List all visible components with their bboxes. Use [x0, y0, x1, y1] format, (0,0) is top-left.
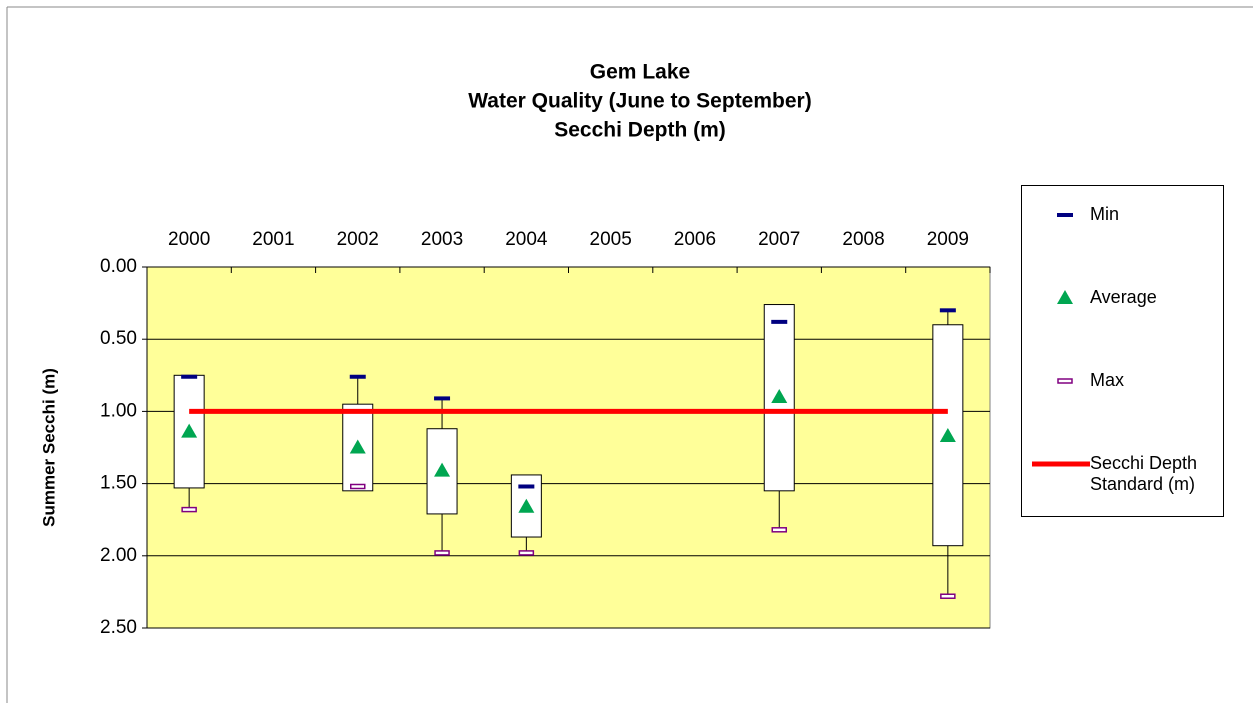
- legend-label: Average: [1090, 287, 1157, 307]
- average-marker: [939, 427, 956, 442]
- legend: Min Average Max Secchi Depth Standard (m): [1021, 185, 1224, 517]
- x-tick-label: 2008: [842, 229, 884, 250]
- max-marker: [181, 506, 197, 513]
- max-marker: [518, 550, 535, 556]
- x-tick-label: 2000: [168, 229, 210, 250]
- min-marker: [181, 374, 198, 379]
- max-marker: [1057, 378, 1073, 384]
- x-tick-label: 2007: [758, 229, 800, 250]
- average-marker: [771, 388, 788, 403]
- x-tick-label: 2003: [421, 229, 463, 250]
- max-marker: [940, 593, 956, 599]
- legend-label: Max: [1090, 370, 1125, 390]
- min-marker: [518, 484, 535, 489]
- x-tick-label: 2005: [590, 229, 632, 250]
- x-tick-label: 2004: [505, 229, 548, 250]
- y-tick-label: 0.50: [100, 328, 137, 349]
- legend-item: Secchi Depth Standard (m): [1022, 449, 1222, 494]
- x-tick-label: 2009: [927, 229, 969, 250]
- min-marker: [1057, 213, 1073, 217]
- min-marker: [771, 319, 788, 324]
- legend-label: Secchi Depth Standard (m): [1090, 453, 1198, 494]
- average-marker: [1057, 290, 1073, 304]
- legend-item: Max: [1022, 366, 1222, 396]
- chart-title: Gem Lake: [590, 61, 690, 84]
- plot-area: [146, 266, 991, 629]
- y-tick-label: 2.00: [100, 545, 137, 566]
- min-marker: [939, 308, 956, 313]
- legend-label: Min: [1090, 204, 1120, 224]
- max-marker: [771, 527, 787, 533]
- average-marker: [349, 439, 366, 454]
- y-tick-label: 2.50: [100, 617, 137, 638]
- average-marker: [181, 423, 198, 438]
- chart-title: Water Quality (June to September): [468, 90, 811, 113]
- max-marker: [350, 483, 366, 490]
- min-marker: [434, 396, 451, 401]
- max-marker: [434, 550, 450, 556]
- chart-title: Secchi Depth (m): [554, 119, 726, 142]
- y-axis-label: Summer Secchi (m): [39, 368, 58, 527]
- average-marker: [518, 498, 535, 513]
- x-tick-label: 2002: [337, 229, 379, 250]
- legend-item: Min: [1022, 200, 1222, 230]
- legend-icon: [1057, 378, 1073, 384]
- legend-item: Average: [1022, 283, 1222, 313]
- min-marker: [349, 374, 366, 379]
- legend-icon: [1057, 290, 1073, 304]
- y-tick-label: 1.00: [100, 400, 137, 421]
- legend-icon: [1032, 461, 1090, 467]
- average-marker: [434, 462, 451, 477]
- x-tick-label: 2006: [674, 229, 716, 250]
- x-tick-label: 2001: [252, 229, 294, 250]
- legend-icon: [1057, 213, 1073, 217]
- y-tick-label: 0.00: [100, 256, 137, 277]
- y-tick-label: 1.50: [100, 473, 137, 494]
